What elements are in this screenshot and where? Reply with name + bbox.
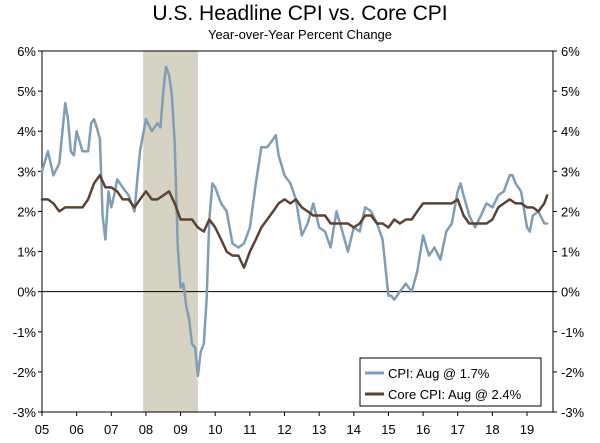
y-tick-label-right: 4% <box>561 124 580 139</box>
x-tick-label: 19 <box>520 422 534 437</box>
x-tick-label: 18 <box>485 422 499 437</box>
y-tick-label-right: -2% <box>561 365 585 380</box>
legend-label-core: Core CPI: Aug @ 2.4% <box>388 387 522 402</box>
y-tick-label-left: 0% <box>17 285 36 300</box>
y-tick-label-right: 6% <box>561 44 580 59</box>
y-tick-label-right: 5% <box>561 84 580 99</box>
x-tick-label: 05 <box>35 422 49 437</box>
x-tick-label: 07 <box>104 422 118 437</box>
y-tick-label-right: 1% <box>561 245 580 260</box>
y-tick-label-right: -1% <box>561 325 585 340</box>
y-tick-label-left: 2% <box>17 204 36 219</box>
chart-title: U.S. Headline CPI vs. Core CPI <box>152 2 448 25</box>
legend: CPI: Aug @ 1.7% Core CPI: Aug @ 2.4% <box>359 357 542 407</box>
core-cpi-line <box>40 174 549 269</box>
recession-layer <box>143 51 198 412</box>
y-tick-label-left: -2% <box>13 365 37 380</box>
series-layer <box>40 65 549 378</box>
axis-layer: -3% -3% -2% -2% -1% -1% 0% 0% 1% 1% 2% 2% 3% 3% 4% 4% 5%… <box>13 44 585 437</box>
x-tick-label: 14 <box>347 422 361 437</box>
x-tick-label: 16 <box>416 422 430 437</box>
x-tick-label: 11 <box>243 422 257 437</box>
plot-border <box>41 50 554 413</box>
y-tick-label-right: 2% <box>561 204 580 219</box>
x-tick-label: 06 <box>69 422 83 437</box>
x-tick-label: 13 <box>312 422 326 437</box>
recession-shading <box>143 51 198 412</box>
y-tick-label-left: -3% <box>13 405 37 420</box>
legend-box <box>359 357 542 407</box>
y-tick-label-right: 3% <box>561 164 580 179</box>
cpi-line <box>40 65 549 378</box>
x-tick-label: 08 <box>139 422 153 437</box>
y-tick-label-left: 1% <box>17 245 36 260</box>
y-tick-label-left: 3% <box>17 164 36 179</box>
x-tick-label: 09 <box>173 422 187 437</box>
y-tick-label-left: 6% <box>17 44 36 59</box>
y-tick-label-right: -3% <box>561 405 585 420</box>
y-tick-label-left: 5% <box>17 84 36 99</box>
y-tick-label-left: -1% <box>13 325 37 340</box>
chart-subtitle: Year-over-Year Percent Change <box>207 27 393 42</box>
x-tick-label: 10 <box>208 422 222 437</box>
x-tick-label: 17 <box>450 422 464 437</box>
y-tick-label-left: 4% <box>17 124 36 139</box>
y-tick-label-right: 0% <box>561 285 580 300</box>
legend-label-cpi: CPI: Aug @ 1.7% <box>388 366 490 381</box>
x-tick-label: 15 <box>381 422 395 437</box>
x-tick-label: 12 <box>277 422 291 437</box>
